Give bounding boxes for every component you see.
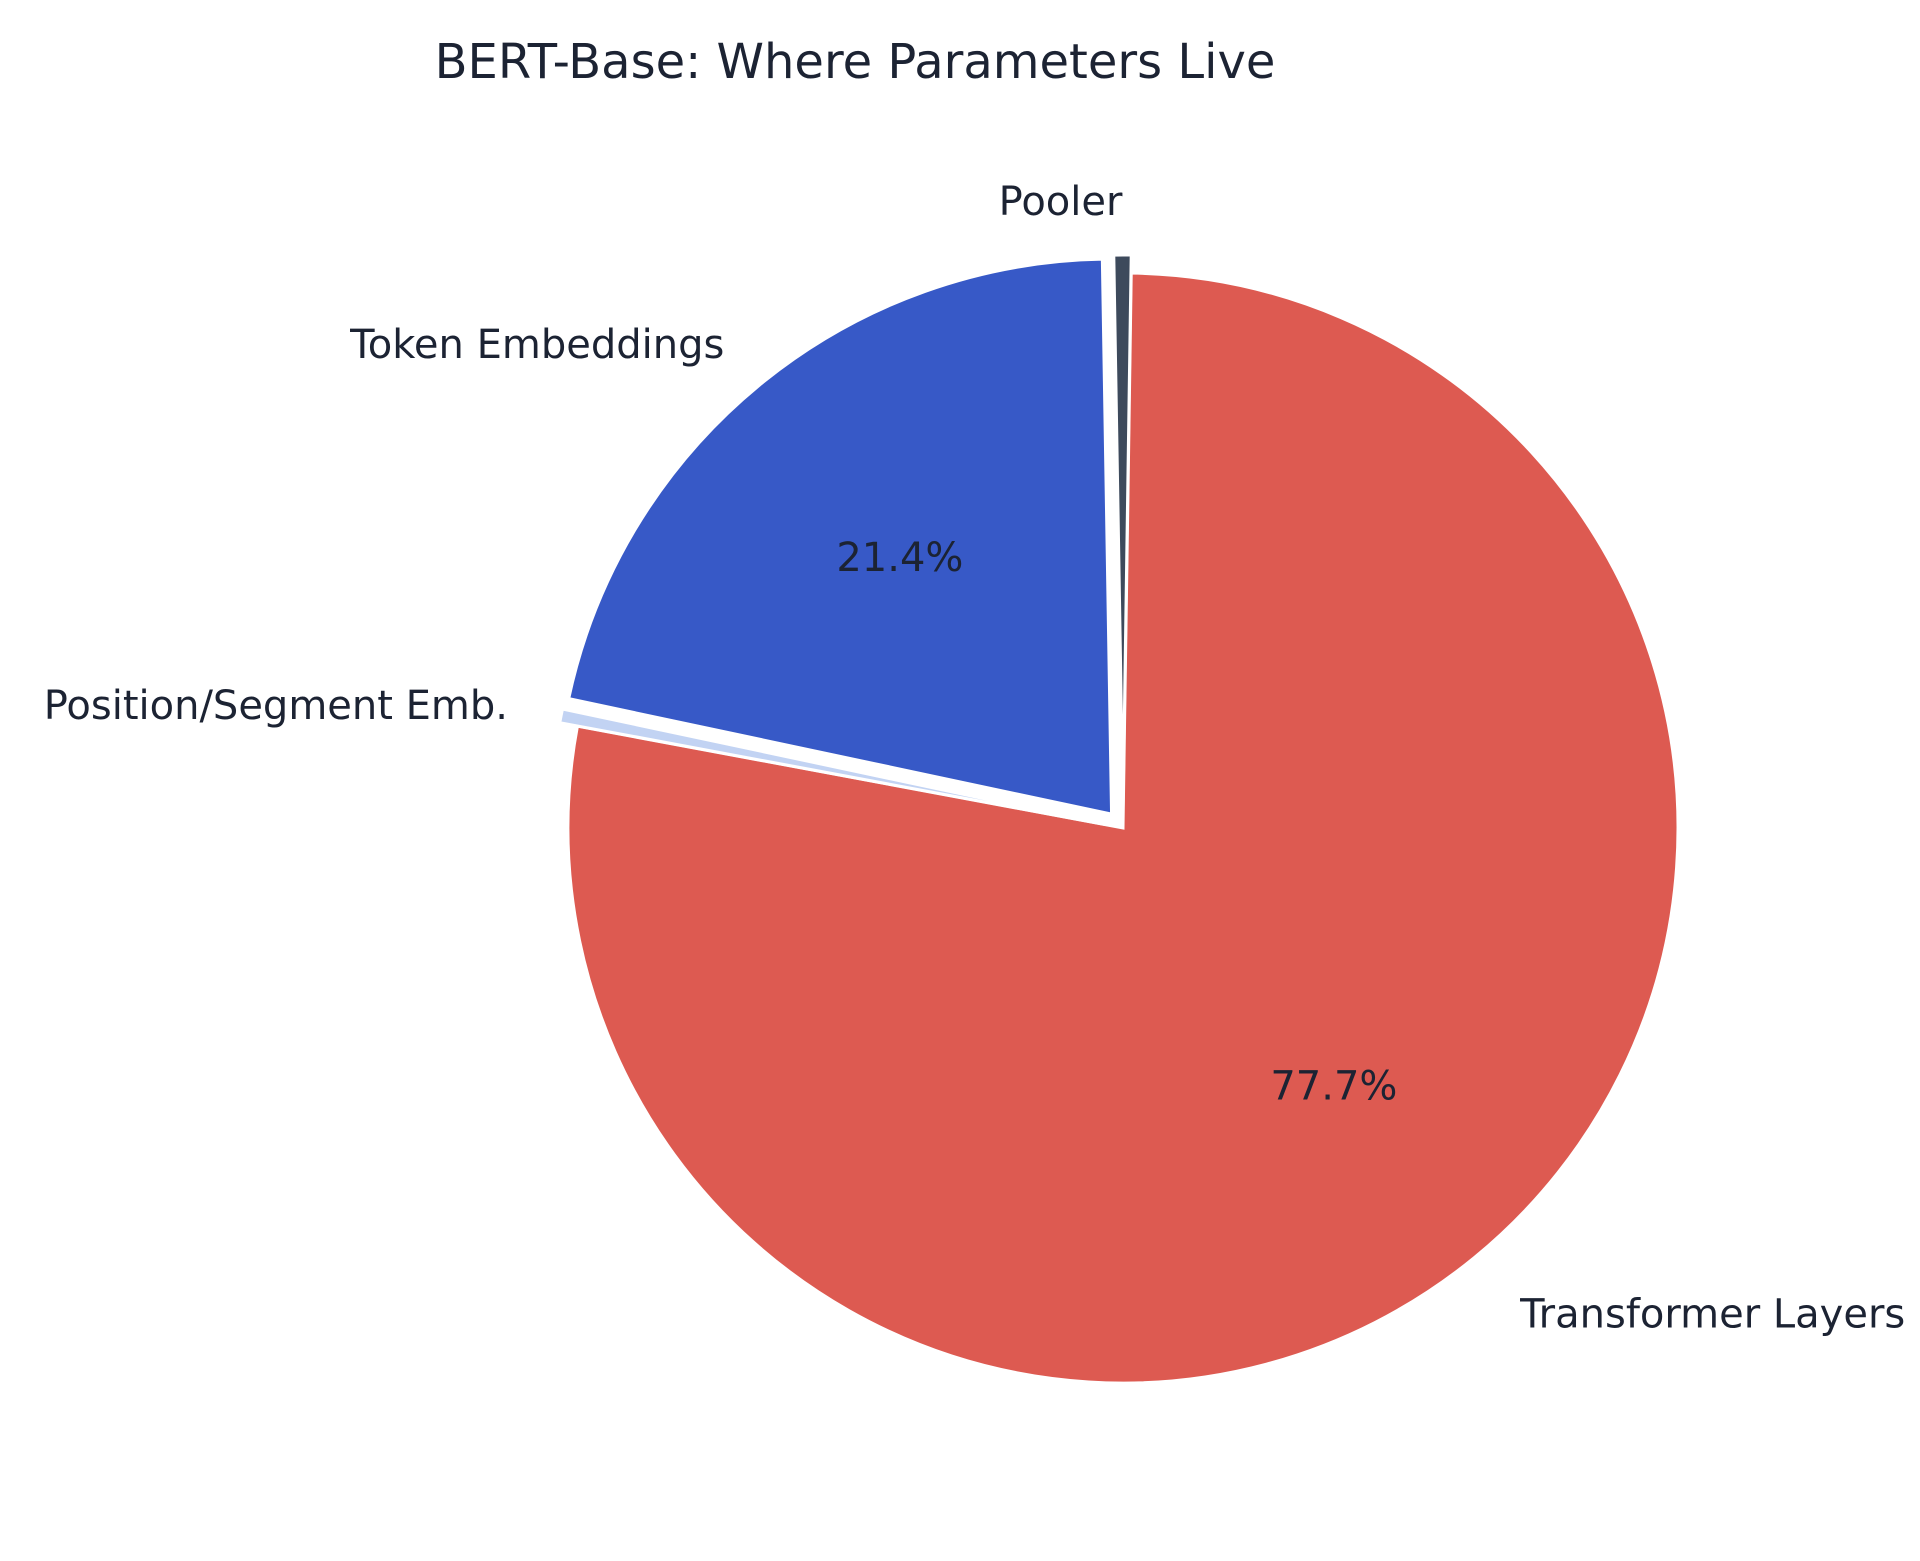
- slice-label-token-embeddings: Token Embeddings: [349, 322, 724, 368]
- pie-slices: [558, 253, 1680, 1385]
- pie-slice-transformer-layers: [566, 271, 1680, 1385]
- pct-label-token-embeddings: 21.4%: [836, 535, 963, 581]
- pie-labels: Transformer Layers 77.7% Position/Segment …: [44, 179, 1906, 1338]
- slice-label-position-segment-emb: Position/Segment Emb.: [44, 683, 508, 729]
- pie-slice-pooler: [1112, 253, 1133, 811]
- pie-slice-position-segment-emb: [558, 707, 1106, 826]
- slice-label-transformer-layers: Transformer Layers: [1519, 1291, 1905, 1337]
- pct-label-transformer-layers: 77.7%: [1270, 1064, 1397, 1110]
- pie-slice-token-embeddings: [566, 257, 1114, 816]
- slice-label-pooler: Pooler: [999, 179, 1123, 225]
- chart-title: BERT-Base: Where Parameters Live: [435, 34, 1276, 90]
